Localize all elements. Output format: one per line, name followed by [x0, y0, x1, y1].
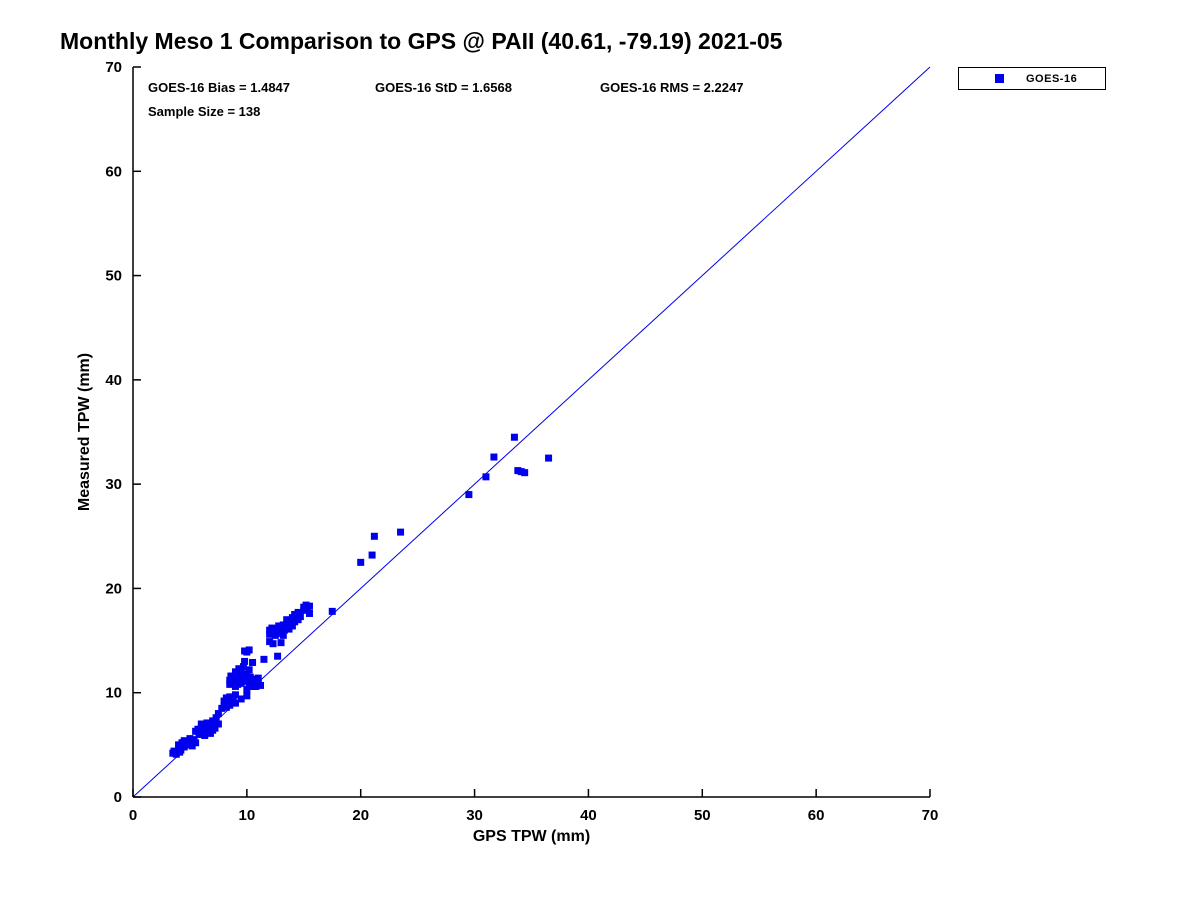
data-point	[237, 695, 245, 703]
data-point	[241, 657, 249, 665]
x-tick-label: 40	[580, 807, 597, 824]
y-tick-label: 70	[105, 59, 122, 76]
data-point	[357, 558, 365, 566]
chart-title: Monthly Meso 1 Comparison to GPS @ PAII …	[60, 28, 783, 54]
legend-label: GOES-16	[1026, 72, 1078, 85]
data-point	[257, 681, 265, 689]
data-point	[482, 473, 490, 481]
data-point	[243, 692, 251, 700]
data-point	[231, 691, 239, 699]
data-point	[239, 663, 247, 671]
y-tick-label: 30	[105, 476, 122, 493]
data-point	[180, 737, 188, 745]
y-tick-label: 60	[105, 163, 122, 180]
legend: GOES-16	[958, 67, 1106, 90]
data-point	[212, 714, 220, 722]
data-point	[237, 667, 245, 675]
x-tick-label: 60	[808, 807, 825, 824]
x-tick-label: 30	[466, 807, 483, 824]
y-tick-label: 20	[105, 580, 122, 597]
x-tick-label: 10	[239, 807, 256, 824]
data-point	[277, 639, 285, 647]
data-point	[269, 640, 277, 648]
data-point	[274, 652, 282, 660]
data-point	[243, 686, 251, 694]
data-point	[201, 731, 209, 739]
y-tick-label: 10	[105, 685, 122, 702]
legend-marker-square-icon	[995, 74, 1004, 83]
data-point	[231, 699, 239, 707]
x-axis-label: GPS TPW (mm)	[472, 828, 591, 845]
data-point	[249, 675, 257, 683]
data-point	[305, 602, 313, 610]
stat-rms: GOES-16 RMS = 2.2247	[600, 80, 744, 95]
data-point	[214, 720, 222, 728]
data-point	[510, 433, 518, 441]
y-tick-label: 40	[105, 372, 122, 389]
data-point	[192, 739, 200, 747]
y-tick-label: 0	[114, 789, 122, 806]
x-tick-label: 70	[922, 807, 939, 824]
data-point	[370, 532, 378, 540]
data-point	[296, 613, 304, 621]
data-point	[245, 646, 253, 654]
data-point	[245, 666, 253, 674]
x-tick-label: 0	[129, 807, 137, 824]
data-point	[305, 609, 313, 617]
data-point	[288, 622, 296, 630]
data-point	[490, 453, 498, 461]
data-point	[294, 608, 302, 616]
stat-sample-size: Sample Size = 138	[148, 104, 261, 119]
data-point	[521, 469, 529, 477]
data-point	[279, 631, 287, 639]
data-point	[254, 674, 262, 682]
y-axis-label: Measured TPW (mm)	[76, 352, 93, 512]
data-point	[465, 491, 473, 499]
stat-std: GOES-16 StD = 1.6568	[375, 80, 512, 95]
identity-line	[132, 66, 931, 798]
x-tick-label: 20	[352, 807, 369, 824]
data-point	[260, 655, 268, 663]
data-point	[249, 658, 257, 666]
data-point	[328, 607, 336, 615]
stat-bias: GOES-16 Bias = 1.4847	[148, 80, 291, 95]
data-point	[283, 616, 291, 624]
data-point	[226, 701, 234, 709]
data-point	[397, 528, 405, 536]
y-tick-label: 50	[105, 268, 122, 285]
data-point	[214, 710, 222, 718]
data-point	[211, 724, 219, 732]
x-tick-label: 50	[694, 807, 711, 824]
data-point	[368, 551, 376, 559]
data-point	[237, 672, 245, 680]
data-point	[545, 454, 553, 462]
data-point	[271, 631, 279, 639]
